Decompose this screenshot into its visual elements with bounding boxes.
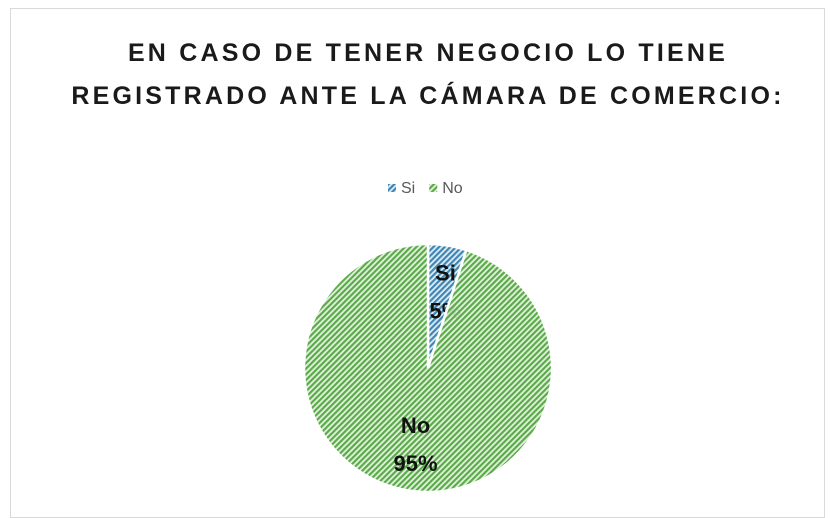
legend-swatch <box>429 184 438 192</box>
chart-title: EN CASO DE TENER NEGOCIO LO TIENE REGIST… <box>71 39 785 110</box>
pie-slice <box>302 242 554 494</box>
legend-label: Si <box>401 180 415 197</box>
data-label-category: No <box>401 413 430 438</box>
data-label-value: 95% <box>394 451 438 476</box>
data-label-category: Si <box>435 260 456 285</box>
legend-swatch <box>388 184 396 192</box>
legend-label: No <box>442 180 463 197</box>
